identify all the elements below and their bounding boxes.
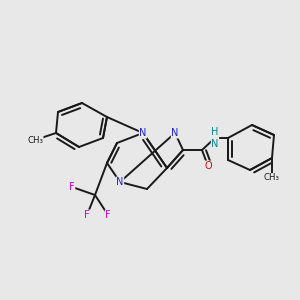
Text: H
N: H N bbox=[211, 127, 219, 149]
Text: CH₃: CH₃ bbox=[27, 136, 43, 145]
Text: F: F bbox=[105, 210, 111, 220]
Text: F: F bbox=[69, 182, 75, 192]
Text: CH₃: CH₃ bbox=[264, 173, 280, 182]
Text: N: N bbox=[116, 177, 124, 187]
Text: N: N bbox=[171, 128, 179, 138]
Text: F: F bbox=[84, 210, 90, 220]
Text: N: N bbox=[139, 128, 147, 138]
Text: O: O bbox=[204, 161, 212, 171]
